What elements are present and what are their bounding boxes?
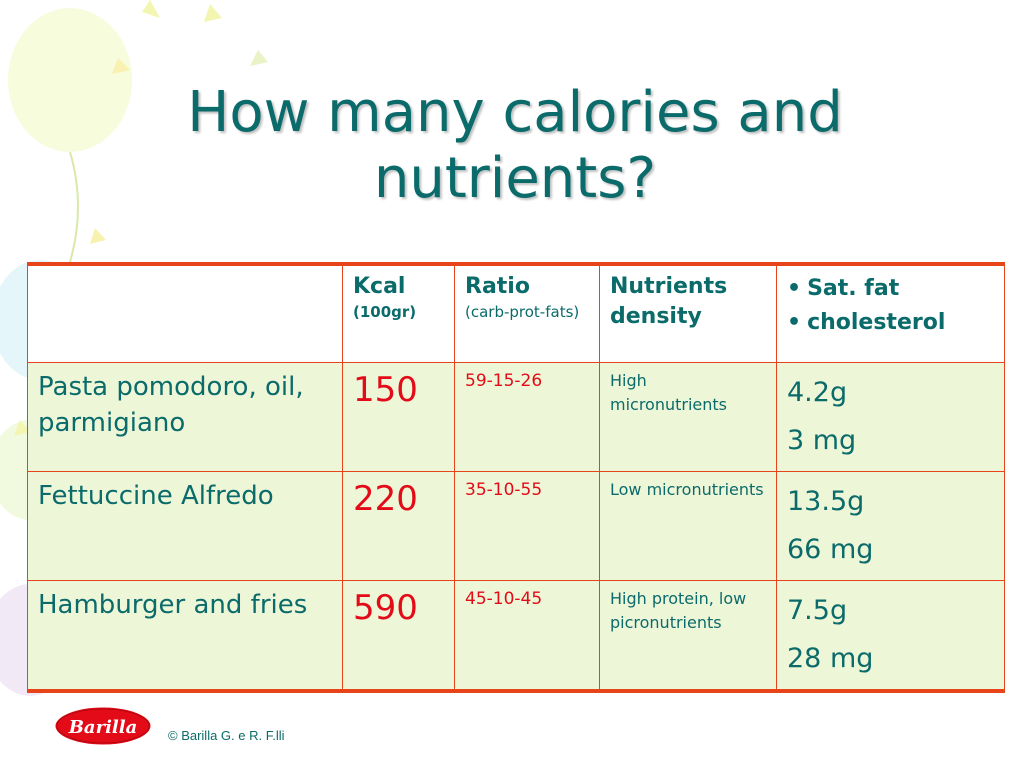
table-row: Fettuccine Alfredo 220 35-10-55 Low micr…	[27, 471, 1005, 581]
fat-cholesterol-cell: 13.5g 66 mg	[776, 471, 1005, 581]
food-name-cell: Fettuccine Alfredo	[27, 471, 343, 581]
table-row: Hamburger and fries 590 45-10-45 High pr…	[27, 580, 1005, 692]
ratio-value: 45-10-45	[465, 589, 543, 609]
header-kcal-unit: (100gr)	[353, 303, 417, 321]
ratio-value: 59-15-26	[465, 371, 543, 391]
table-row: Pasta pomodoro, oil, parmigiano 150 59-1…	[27, 362, 1005, 472]
density-value: Low micronutrients	[610, 480, 764, 499]
food-name: Pasta pomodoro, oil, parmigiano	[38, 372, 304, 438]
cholesterol-value: 3 mg	[787, 425, 857, 456]
barilla-logo: Barilla	[52, 704, 154, 748]
kcal-cell: 590	[342, 580, 455, 692]
density-cell: High micronutrients	[599, 362, 777, 472]
food-name-cell: Hamburger and fries	[27, 580, 343, 692]
kcal-value: 590	[353, 588, 418, 628]
food-name: Fettuccine Alfredo	[38, 481, 274, 511]
density-cell: High protein, low picronutrients	[599, 580, 777, 692]
sat-fat-value: 13.5g	[787, 486, 865, 517]
food-name-cell: Pasta pomodoro, oil, parmigiano	[27, 362, 343, 472]
ratio-cell: 59-15-26	[454, 362, 600, 472]
fat-cholesterol-cell: 4.2g 3 mg	[776, 362, 1005, 472]
table-header-row: Kcal (100gr) Ratio (carb-prot-fats) Nutr…	[27, 263, 1005, 363]
header-bullets-cell: Sat. fat cholesterol	[776, 263, 1005, 363]
header-ratio-sub: (carb-prot-fats)	[465, 303, 580, 321]
kcal-value: 150	[353, 370, 418, 410]
kcal-cell: 150	[342, 362, 455, 472]
header-bullet-cholesterol: cholesterol	[787, 306, 994, 340]
density-value: High protein, low picronutrients	[610, 589, 747, 632]
kcal-cell: 220	[342, 471, 455, 581]
header-kcal-cell: Kcal (100gr)	[342, 263, 455, 363]
cholesterol-value: 28 mg	[787, 643, 874, 674]
nutrition-table: Kcal (100gr) Ratio (carb-prot-fats) Nutr…	[27, 262, 1005, 693]
ratio-cell: 45-10-45	[454, 580, 600, 692]
header-ratio-cell: Ratio (carb-prot-fats)	[454, 263, 600, 363]
header-kcal: Kcal	[353, 274, 406, 299]
header-bullet-sat-fat: Sat. fat	[787, 272, 994, 306]
header-density-cell: Nutrients density	[599, 263, 777, 363]
barilla-logo-text: Barilla	[68, 717, 138, 738]
header-density: Nutrients density	[610, 274, 728, 329]
kcal-value: 220	[353, 479, 418, 519]
fat-cholesterol-cell: 7.5g 28 mg	[776, 580, 1005, 692]
density-value: High micronutrients	[610, 371, 728, 414]
cholesterol-value: 66 mg	[787, 534, 874, 565]
sat-fat-value: 4.2g	[787, 377, 848, 408]
ratio-value: 35-10-55	[465, 480, 543, 500]
header-ratio: Ratio	[465, 274, 530, 299]
header-empty-cell	[27, 263, 343, 363]
density-cell: Low micronutrients	[599, 471, 777, 581]
sat-fat-value: 7.5g	[787, 595, 848, 626]
food-name: Hamburger and fries	[38, 590, 308, 620]
slide-title: How many calories and nutrients?	[187, 80, 843, 211]
ratio-cell: 35-10-55	[454, 471, 600, 581]
copyright-text: © Barilla G. e R. F.lli	[168, 728, 285, 743]
